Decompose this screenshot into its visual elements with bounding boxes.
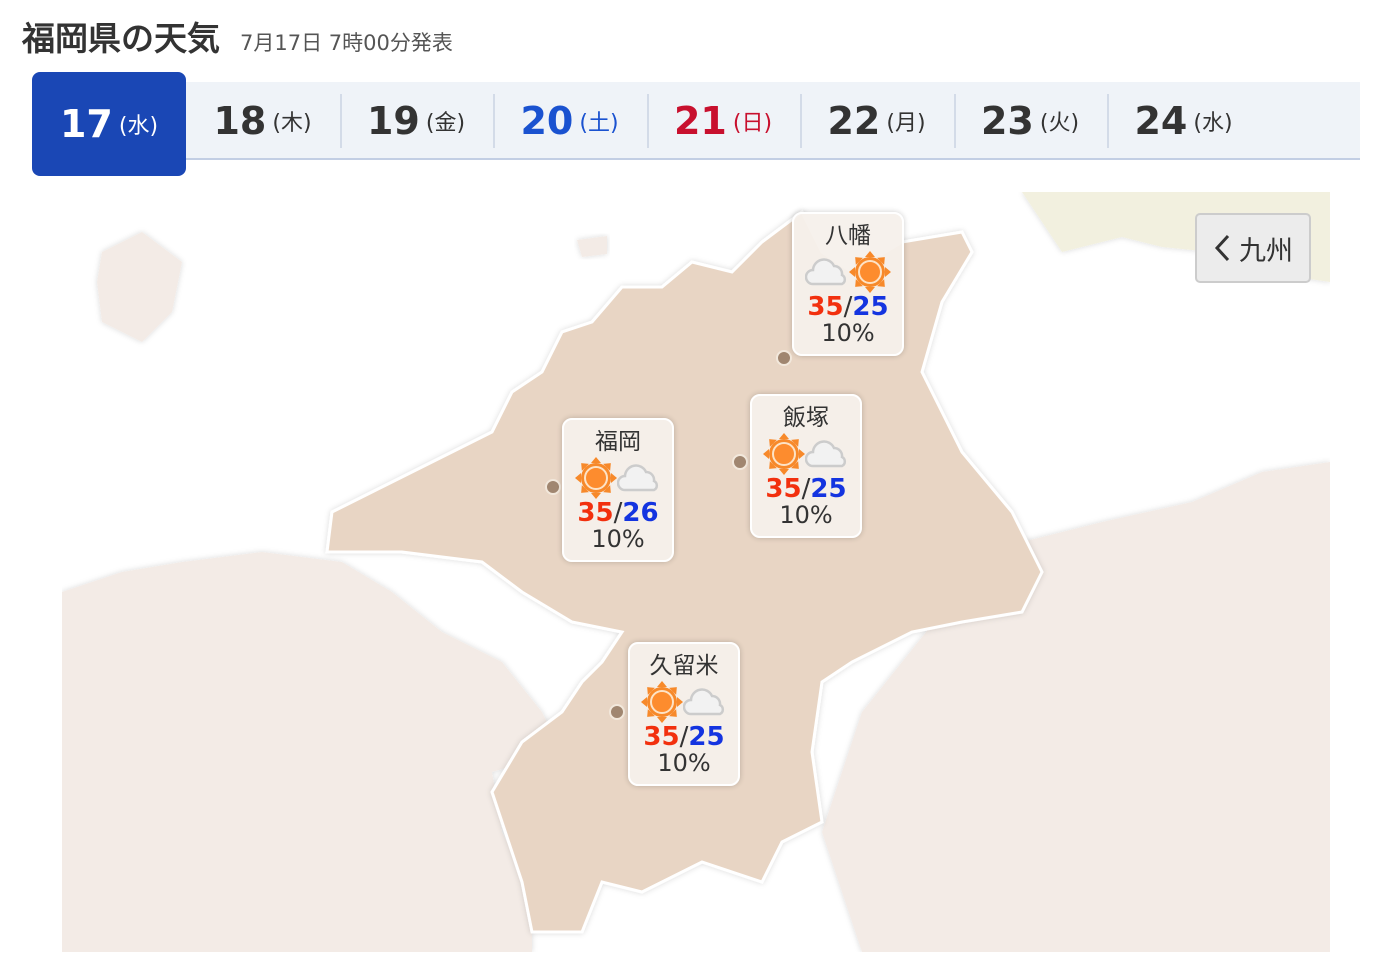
date-tab-bar	[186, 82, 1360, 160]
tab-weekday: (火)	[1039, 111, 1080, 136]
issued-time: 7月17日 7時00分発表	[240, 31, 453, 55]
forecast-card-iizuka[interactable]: 飯塚 35/25 10%	[750, 394, 862, 538]
region-neighbors	[62, 552, 562, 952]
sun-icon	[849, 251, 891, 293]
rain-probability: 10%	[657, 749, 711, 777]
tab-day-17[interactable]: 17 (水)	[32, 72, 186, 176]
forecast-card-fukuoka[interactable]: 福岡 35/26 10%	[562, 418, 674, 562]
rain-probability: 10%	[779, 501, 833, 529]
tab-date: 24	[1134, 99, 1188, 143]
forecast-card-kurume[interactable]: 久留米 35/25 10%	[628, 642, 740, 786]
tab-date: 17	[59, 102, 113, 146]
map	[62, 192, 1330, 952]
high-temp: 35	[807, 292, 844, 322]
rain-probability: 10%	[591, 525, 645, 553]
tab-weekday: (水)	[118, 114, 159, 139]
tab-date: 19	[366, 99, 420, 143]
temp-separator: /	[801, 474, 811, 504]
tab-weekday: (金)	[425, 111, 466, 136]
tab-date: 18	[213, 99, 267, 143]
low-temp: 25	[688, 722, 725, 752]
low-temp: 25	[852, 292, 889, 322]
cloud-icon	[805, 258, 847, 286]
temp-separator: /	[679, 722, 689, 752]
temperature: 35/25	[794, 294, 902, 320]
sun-icon	[641, 681, 683, 723]
tab-date: 21	[673, 99, 727, 143]
city-marker-yahata[interactable]	[776, 350, 792, 366]
sun-icon	[763, 433, 805, 475]
weather-icon	[564, 456, 672, 500]
tab-day-24[interactable]: 24 (水)	[1107, 82, 1260, 160]
low-temp: 25	[810, 474, 847, 504]
forecast-card-yahata[interactable]: 八幡 35/25 10%	[792, 212, 904, 356]
tab-weekday: (水)	[1193, 111, 1233, 136]
rain-probability: 10%	[821, 319, 875, 347]
tab-day-19[interactable]: 19 (金)	[339, 82, 493, 160]
tab-day-22[interactable]: 22 (月)	[800, 82, 953, 160]
fukuoka-prefecture	[325, 209, 1044, 934]
temperature: 35/25	[752, 476, 860, 502]
map-svg	[62, 192, 1330, 952]
chevron-left-icon	[1214, 234, 1230, 262]
tab-weekday: (土)	[579, 111, 619, 136]
tab-date: 22	[827, 99, 881, 143]
island	[97, 232, 182, 342]
island-small	[577, 236, 607, 257]
temperature: 35/25	[630, 724, 738, 750]
tab-weekday: (日)	[732, 111, 773, 136]
back-label: 九州	[1239, 235, 1293, 267]
page-title: 福岡県の天気	[22, 19, 220, 58]
city-name: 八幡	[825, 223, 871, 249]
weather-icon	[630, 680, 738, 724]
temp-separator: /	[843, 292, 853, 322]
back-to-kyushu-button[interactable]: 九州	[1195, 213, 1311, 283]
tab-date: 20	[520, 99, 574, 143]
high-temp: 35	[643, 722, 680, 752]
cloud-icon	[805, 440, 847, 468]
temperature: 35/26	[564, 500, 672, 526]
sun-icon	[575, 457, 617, 499]
city-name: 福岡	[595, 429, 641, 455]
weather-icon	[752, 432, 860, 476]
city-marker-kurume[interactable]	[609, 704, 625, 720]
tab-day-21[interactable]: 21 (日)	[646, 82, 800, 160]
city-name: 飯塚	[783, 405, 829, 431]
cloud-icon	[683, 688, 725, 716]
temp-separator: /	[613, 498, 623, 528]
high-temp: 35	[577, 498, 614, 528]
weather-icon	[794, 250, 902, 294]
high-temp: 35	[765, 474, 802, 504]
tab-day-23[interactable]: 23 (火)	[953, 82, 1107, 160]
region-neighbors-east	[822, 462, 1330, 952]
tab-date: 23	[980, 99, 1034, 143]
tab-weekday: (月)	[886, 111, 926, 136]
cloud-icon	[617, 464, 659, 492]
low-temp: 26	[622, 498, 659, 528]
city-marker-iizuka[interactable]	[732, 454, 748, 470]
tab-day-18[interactable]: 18 (木)	[186, 82, 339, 160]
tab-weekday: (木)	[272, 111, 312, 136]
city-name: 久留米	[649, 653, 719, 679]
tab-day-20[interactable]: 20 (土)	[493, 82, 646, 160]
header: 福岡県の天気 7月17日 7時00分発表	[22, 12, 453, 60]
city-marker-fukuoka[interactable]	[545, 479, 561, 495]
